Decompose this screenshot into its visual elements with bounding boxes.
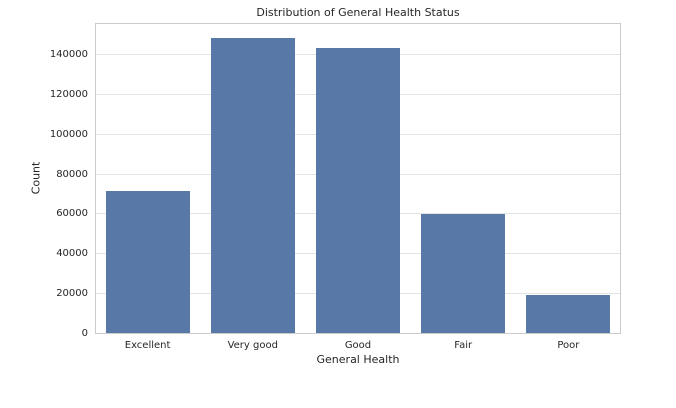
y-tick-label-120000: 120000 <box>49 89 88 101</box>
y-tick-label-140000: 140000 <box>49 49 88 61</box>
bar-fair <box>420 213 505 333</box>
y-tick-label-60000: 60000 <box>56 208 88 220</box>
chart-title: Distribution of General Health Status <box>256 6 460 19</box>
y-tick-label-40000: 40000 <box>56 248 88 259</box>
x-tick-label-good: Good <box>344 340 372 351</box>
bar-very-good <box>211 37 296 333</box>
bar-poor <box>525 295 610 333</box>
plot-area <box>95 23 621 334</box>
y-tick-label-100000: 100000 <box>49 128 88 140</box>
y-tick-label-20000: 20000 <box>56 287 88 299</box>
x-axis-label: General Health <box>316 353 400 366</box>
x-tick-label-very-good: Very good <box>227 340 278 351</box>
bar-good <box>316 47 400 333</box>
x-tick-label-excellent: Excellent <box>124 340 171 351</box>
x-tick-label-poor: Poor <box>557 340 580 351</box>
y-tick-label-80000: 80000 <box>56 168 88 180</box>
y-tick-label-0: 0 <box>81 327 88 339</box>
bar-excellent <box>106 190 191 333</box>
x-tick-label-fair: Fair <box>454 340 473 351</box>
